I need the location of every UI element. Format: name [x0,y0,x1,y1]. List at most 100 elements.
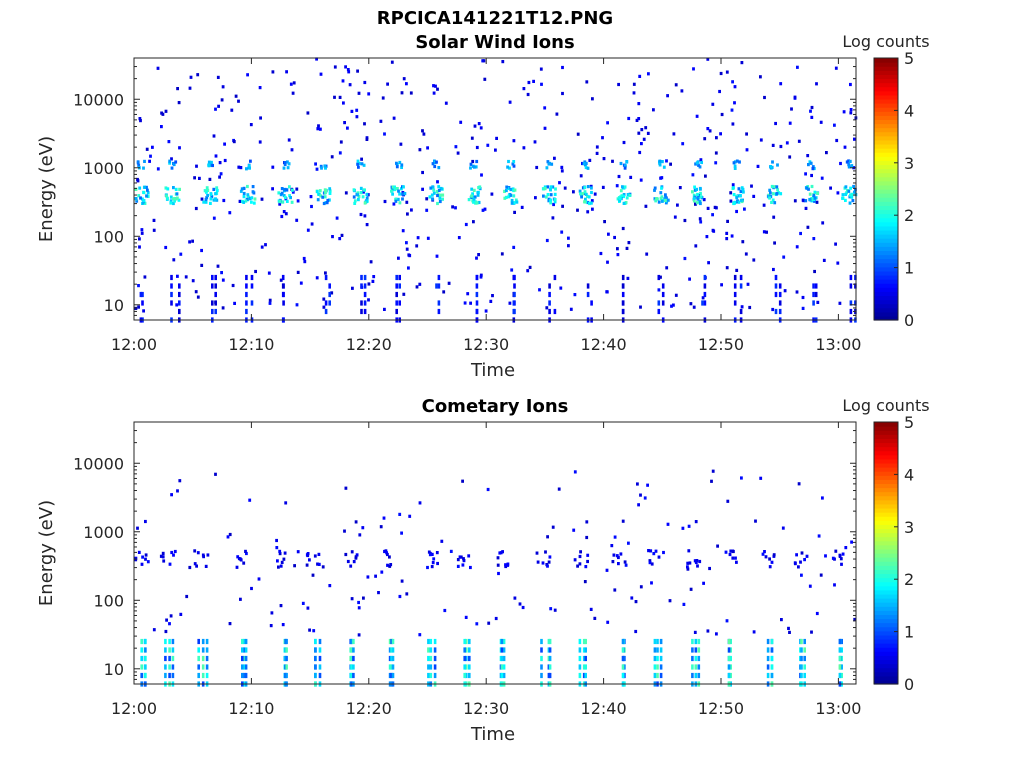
heatmap-cell [779,144,783,149]
heatmap-cell [595,151,599,155]
heatmap-cell [634,600,638,604]
heatmap-cell [210,160,213,164]
heatmap-cell [354,520,358,524]
heatmap-cell [689,587,693,591]
heatmap-cell [475,300,479,306]
heatmap-cell [745,148,749,152]
heatmap-cell [833,123,836,127]
heatmap-cell [143,275,147,279]
heatmap-cell [622,193,626,197]
heatmap-cell [314,672,317,679]
heatmap-cell [447,281,451,285]
heatmap-cell [853,617,857,622]
heatmap-cell [656,672,659,679]
heatmap-cell [402,185,405,189]
heatmap-cell [681,526,685,530]
heatmap-cell [357,198,360,202]
heatmap-cell [807,163,810,167]
heatmap-cell [314,664,317,670]
heatmap-cell [672,303,675,307]
heatmap-cell [193,562,197,566]
heatmap-cell [318,664,322,670]
heatmap-cell [552,202,555,207]
heatmap-cell [349,564,353,568]
heatmap-cell [281,274,285,281]
heatmap-cell [480,173,483,177]
heatmap-cell [430,193,434,197]
heatmap-cell [726,499,730,503]
heatmap-cell [363,274,367,281]
heatmap-cell [390,189,393,193]
heatmap-cell [178,146,181,150]
heatmap-cell [579,174,583,178]
colorbar-tick-label: 5 [904,413,914,432]
heatmap-cell [318,189,322,193]
heatmap-cell [595,145,599,149]
heatmap-cell [584,192,588,196]
heatmap-cell [732,186,735,190]
heatmap-cell [657,274,661,281]
heatmap-cell [204,200,208,204]
heatmap-cell [350,664,353,670]
heatmap-cell [522,146,526,150]
heatmap-cell [835,138,839,143]
heatmap-cell [547,560,551,564]
plot-frame [133,57,857,321]
heatmap-cell [324,188,328,192]
y-axis-label: Energy (eV) [36,500,57,606]
heatmap-cell [434,84,437,88]
heatmap-cell [210,194,214,199]
heatmap-cell [289,82,293,86]
heatmap-cell [164,638,167,645]
heatmap-cell [812,291,815,298]
heatmap-cell [812,300,815,306]
heatmap-cell [666,94,669,98]
heatmap-cell [513,283,516,289]
heatmap-cell [472,188,476,192]
heatmap-cell [741,240,745,244]
heatmap-cell [699,220,703,224]
heatmap-cell [437,274,441,281]
heatmap-cell [136,179,140,183]
heatmap-cell [433,647,437,653]
heatmap-cell [849,111,853,115]
heatmap-cell [584,672,587,679]
heatmap-cell [733,166,737,170]
heatmap-cell [246,184,249,189]
colorbar-segment [874,507,898,513]
heatmap-cell [621,672,625,679]
colorbar-segment [874,156,898,161]
heatmap-cell [621,664,625,670]
heatmap-cell [581,192,585,196]
heatmap-cell [457,236,461,240]
heatmap-cell [438,193,442,197]
heatmap-cell [526,269,530,273]
heatmap-cell [362,190,365,194]
heatmap-cell [359,212,363,217]
heatmap-cell [471,195,475,199]
heatmap-cell [500,672,504,679]
heatmap-cell [659,638,663,645]
heatmap-cell [769,165,773,169]
heatmap-cell [175,192,179,196]
heatmap-cell [215,186,219,190]
heatmap-cell [586,194,589,198]
heatmap-cell [242,561,246,565]
heatmap-cell [586,200,590,205]
heatmap-cell [733,164,737,168]
colorbar-segment [874,454,898,460]
heatmap-cell [392,116,396,120]
heatmap-cell [590,190,593,195]
heatmap-cell [586,291,590,298]
heatmap-cell [637,102,641,106]
heatmap-cell [323,195,327,199]
heatmap-cell [138,237,141,241]
heatmap-cell [586,166,590,170]
colorbar-segment [874,143,898,149]
heatmap-cell [800,664,803,670]
heatmap-cell [164,655,167,662]
heatmap-cell [281,283,285,289]
colorbar-segment [874,176,898,182]
heatmap-cell [379,119,383,123]
heatmap-cell [779,82,783,86]
